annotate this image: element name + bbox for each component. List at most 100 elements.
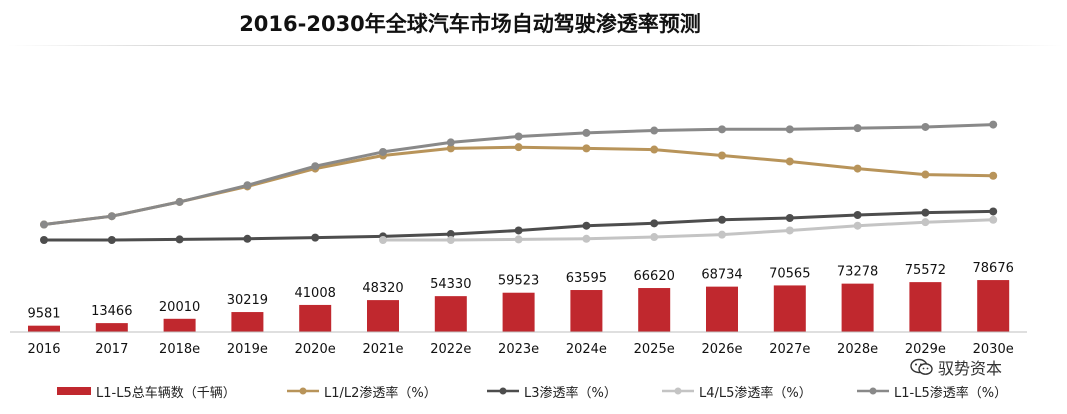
bar-value-label: 41008 <box>295 286 336 301</box>
legend-label: L3渗透率（%） <box>524 385 617 401</box>
bar-value-label: 54330 <box>430 277 471 292</box>
bar <box>638 288 671 332</box>
x-tick-label: 2024e <box>566 342 607 357</box>
legend-item-vehicles: L1-L5总车辆数（千辆） <box>56 380 236 402</box>
bar <box>299 304 332 332</box>
series-point <box>379 236 387 244</box>
bar-value-label: 68734 <box>701 268 742 283</box>
x-tick-label: 2016 <box>27 342 60 357</box>
legend-swatch-line <box>487 387 519 395</box>
series-point <box>921 208 930 217</box>
series-point <box>446 230 455 239</box>
watermark-text: 驭势资本 <box>938 359 1003 378</box>
bar <box>231 312 264 332</box>
series-point <box>853 164 862 173</box>
x-tick-label: 2020e <box>295 342 336 357</box>
series-point <box>921 122 930 131</box>
x-tick-label: 2018e <box>159 342 200 357</box>
legend-swatch-line <box>857 387 889 395</box>
series-point <box>785 213 794 222</box>
watermark: 驭势资本 <box>910 356 1002 378</box>
series-point <box>446 236 455 244</box>
x-tick-label: 2019e <box>227 342 268 357</box>
series-2 <box>379 215 998 244</box>
bar-value-label: 66620 <box>634 269 675 284</box>
x-tick-label: 2029e <box>905 342 946 357</box>
series-point <box>175 197 184 206</box>
chart-title: 2016-2030年全球汽车市场自动驾驶渗透率预测 <box>239 12 701 36</box>
series-point <box>921 218 930 227</box>
series-point <box>650 145 659 154</box>
series-point <box>379 147 387 156</box>
series-point <box>40 236 48 244</box>
bar-value-label: 75572 <box>905 263 946 278</box>
series-point <box>107 236 116 244</box>
bar-value-label: 13466 <box>91 304 132 319</box>
chart-plot: 9581 13466 20010 30219 41008 48320 54330 59523 6… <box>10 120 1027 357</box>
series-point <box>853 211 862 220</box>
legend-label: L4/L5渗透率（%） <box>699 385 812 401</box>
bar-value-label: 78676 <box>973 261 1014 276</box>
series-point <box>989 215 998 224</box>
series-point <box>582 221 591 230</box>
x-tick-label: 2027e <box>769 342 810 357</box>
series-point <box>718 151 726 160</box>
series-line <box>383 218 994 242</box>
series-point <box>718 230 726 239</box>
x-tick-label: 2026e <box>701 342 742 357</box>
series-point <box>514 132 523 141</box>
bar-value-label: 20010 <box>159 300 200 315</box>
series-point <box>40 220 48 229</box>
bar <box>367 300 399 332</box>
series-point <box>446 138 455 147</box>
series-point <box>650 219 659 228</box>
series-point <box>175 235 184 244</box>
series-point <box>650 126 659 135</box>
series-point <box>853 124 862 133</box>
bar <box>909 282 942 332</box>
series-line <box>43 145 994 226</box>
series-point <box>582 128 591 137</box>
series-point <box>311 162 320 171</box>
series-point <box>107 212 116 221</box>
title-divider <box>8 45 1063 46</box>
legend-item-l3: L3渗透率（%） <box>486 380 617 402</box>
bar-value-label: 73278 <box>837 265 878 280</box>
legend-label: L1/L2渗透率（%） <box>324 385 437 401</box>
series-point <box>514 235 523 244</box>
x-tick-label: 2023e <box>498 342 539 357</box>
series-point <box>243 234 252 243</box>
series-point <box>785 226 794 235</box>
series-point <box>921 170 930 179</box>
bar-value-label: 30219 <box>227 293 268 308</box>
legend-swatch-line <box>287 387 319 395</box>
bar <box>570 290 603 332</box>
legend-label: L1-L5渗透率（%） <box>894 385 1008 401</box>
series-point <box>514 226 523 235</box>
series-3 <box>40 120 998 229</box>
bar <box>841 283 874 332</box>
bar-value-label: 70565 <box>769 266 810 281</box>
bar-value-label: 48320 <box>362 281 403 296</box>
bar <box>706 286 738 332</box>
series-point <box>989 171 998 180</box>
series-point <box>785 157 794 166</box>
x-tick-label: 2030e <box>973 342 1014 357</box>
x-tick-label: 2021e <box>362 342 403 357</box>
series-point <box>243 181 252 190</box>
legend-item-l1l2: L1/L2渗透率（%） <box>286 380 437 402</box>
bar <box>163 318 196 332</box>
bar-value-label: 63595 <box>566 271 607 286</box>
x-tick-label: 2022e <box>430 342 471 357</box>
x-tick-label: 2025e <box>634 342 675 357</box>
bar <box>28 325 60 332</box>
series-point <box>582 234 591 243</box>
legend-label: L1-L5总车辆数（千辆） <box>96 385 236 401</box>
bar <box>434 296 467 332</box>
series-point <box>785 125 794 134</box>
series-point <box>989 207 998 216</box>
chart-legend: L1-L5总车辆数（千辆） L1/L2渗透率（%） L3渗透率（%） L4/L5… <box>56 380 1056 402</box>
legend-swatch-bar <box>57 387 91 395</box>
bar <box>977 280 1010 332</box>
wechat-icon <box>910 358 933 375</box>
